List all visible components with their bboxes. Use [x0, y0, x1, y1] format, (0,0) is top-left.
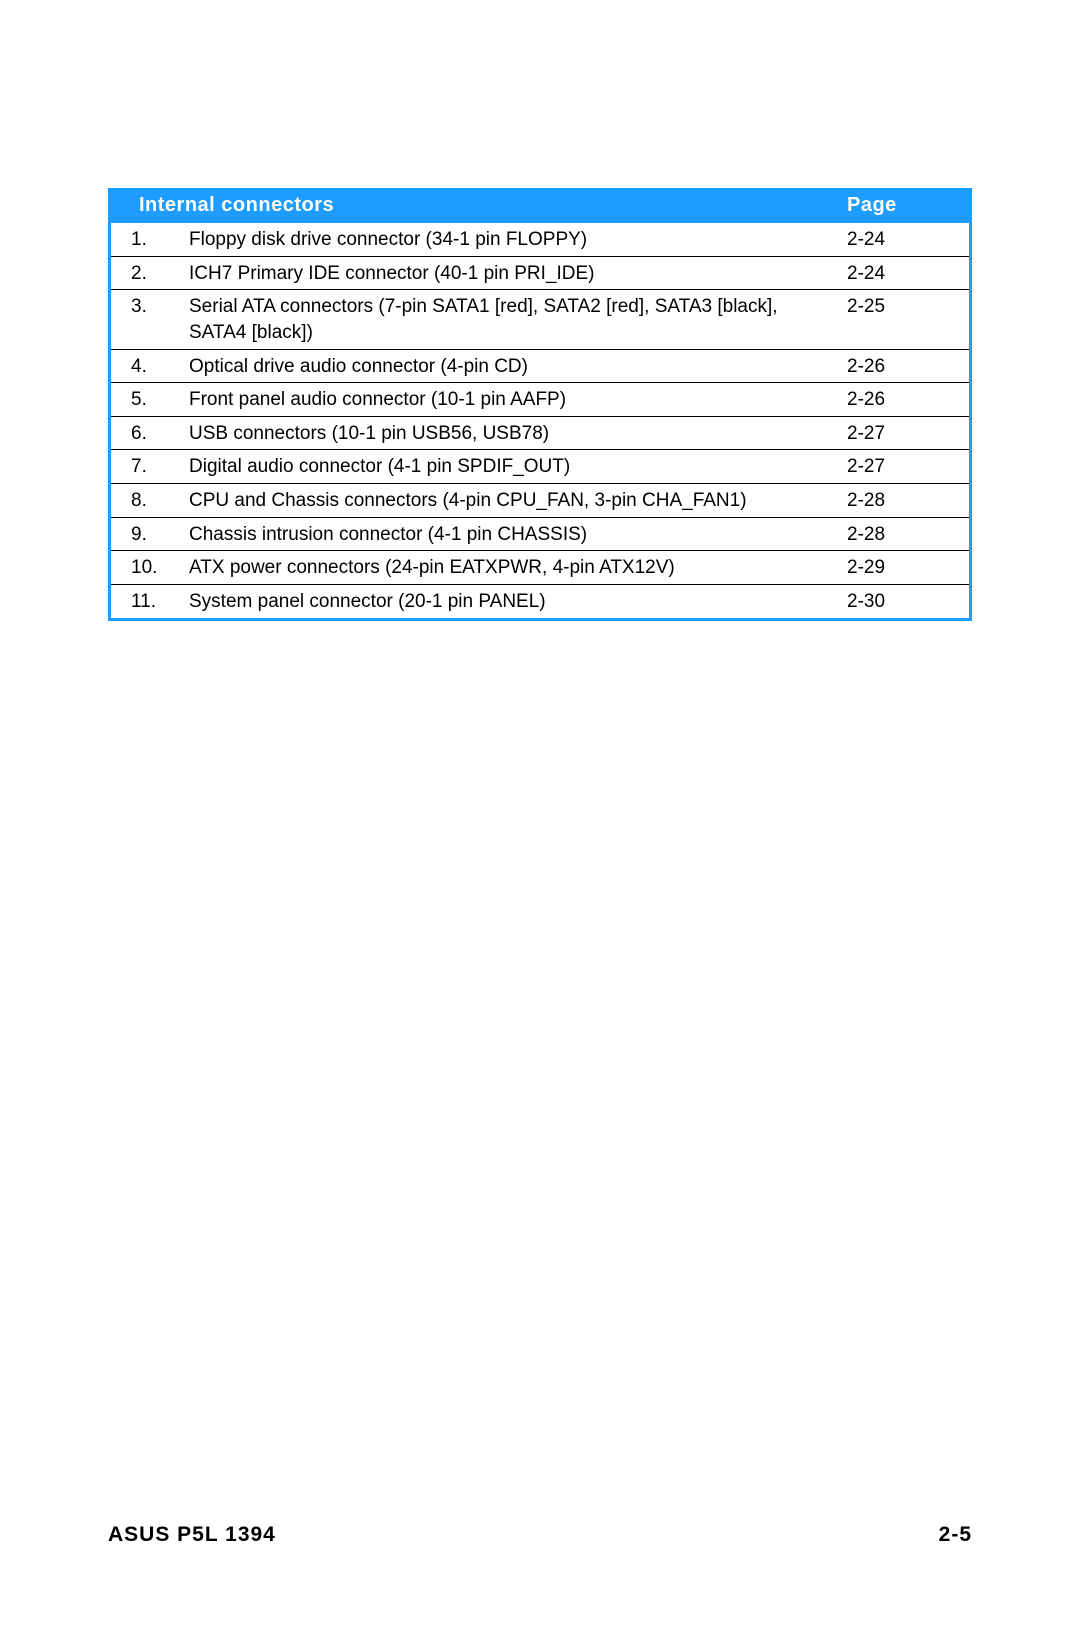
- row-description: ICH7 Primary IDE connector (40-1 pin PRI…: [189, 261, 847, 287]
- row-page: 2-25: [847, 294, 957, 320]
- table-row: 5.Front panel audio connector (10-1 pin …: [111, 383, 969, 417]
- row-number: 11.: [131, 589, 189, 615]
- row-description: Optical drive audio connector (4-pin CD): [189, 354, 847, 380]
- table-header-row: Internal connectors Page: [111, 188, 969, 223]
- row-number: 7.: [131, 454, 189, 480]
- connectors-table: Internal connectors Page 1.Floppy disk d…: [108, 188, 972, 621]
- row-page: 2-28: [847, 488, 957, 514]
- row-description: Floppy disk drive connector (34-1 pin FL…: [189, 227, 847, 253]
- row-description: Front panel audio connector (10-1 pin AA…: [189, 387, 847, 413]
- footer-page-number: 2-5: [939, 1523, 972, 1547]
- row-page: 2-24: [847, 227, 957, 253]
- row-number: 1.: [131, 227, 189, 253]
- row-number: 10.: [131, 555, 189, 581]
- table-row: 6.USB connectors (10-1 pin USB56, USB78)…: [111, 417, 969, 451]
- row-number: 4.: [131, 354, 189, 380]
- table-row: 4.Optical drive audio connector (4-pin C…: [111, 350, 969, 384]
- row-description: ATX power connectors (24-pin EATXPWR, 4-…: [189, 555, 847, 581]
- table-row: 10.ATX power connectors (24-pin EATXPWR,…: [111, 551, 969, 585]
- table-row: 7.Digital audio connector (4-1 pin SPDIF…: [111, 450, 969, 484]
- row-page: 2-26: [847, 387, 957, 413]
- row-number: 2.: [131, 261, 189, 287]
- table-header-title: Internal connectors: [139, 194, 847, 217]
- table-row: 1.Floppy disk drive connector (34-1 pin …: [111, 223, 969, 257]
- table-row: 11.System panel connector (20-1 pin PANE…: [111, 585, 969, 618]
- table-row: 2.ICH7 Primary IDE connector (40-1 pin P…: [111, 257, 969, 291]
- row-page: 2-28: [847, 522, 957, 548]
- row-page: 2-24: [847, 261, 957, 287]
- row-page: 2-26: [847, 354, 957, 380]
- table-row: 9.Chassis intrusion connector (4-1 pin C…: [111, 518, 969, 552]
- table-row: 3.Serial ATA connectors (7-pin SATA1 [re…: [111, 290, 969, 349]
- row-number: 9.: [131, 522, 189, 548]
- row-description: USB connectors (10-1 pin USB56, USB78): [189, 421, 847, 447]
- row-number: 8.: [131, 488, 189, 514]
- table-header-page-label: Page: [847, 194, 957, 217]
- row-description: CPU and Chassis connectors (4-pin CPU_FA…: [189, 488, 847, 514]
- page-footer: ASUS P5L 1394 2-5: [108, 1523, 972, 1547]
- row-page: 2-27: [847, 421, 957, 447]
- row-description: Serial ATA connectors (7-pin SATA1 [red]…: [189, 294, 847, 345]
- table-row: 8.CPU and Chassis connectors (4-pin CPU_…: [111, 484, 969, 518]
- row-number: 5.: [131, 387, 189, 413]
- row-description: Chassis intrusion connector (4-1 pin CHA…: [189, 522, 847, 548]
- row-page: 2-30: [847, 589, 957, 615]
- row-description: System panel connector (20-1 pin PANEL): [189, 589, 847, 615]
- row-number: 3.: [131, 294, 189, 320]
- document-page: Internal connectors Page 1.Floppy disk d…: [0, 0, 1080, 1627]
- table-body: 1.Floppy disk drive connector (34-1 pin …: [111, 223, 969, 618]
- row-description: Digital audio connector (4-1 pin SPDIF_O…: [189, 454, 847, 480]
- footer-product-name: ASUS P5L 1394: [108, 1523, 276, 1547]
- row-number: 6.: [131, 421, 189, 447]
- row-page: 2-29: [847, 555, 957, 581]
- row-page: 2-27: [847, 454, 957, 480]
